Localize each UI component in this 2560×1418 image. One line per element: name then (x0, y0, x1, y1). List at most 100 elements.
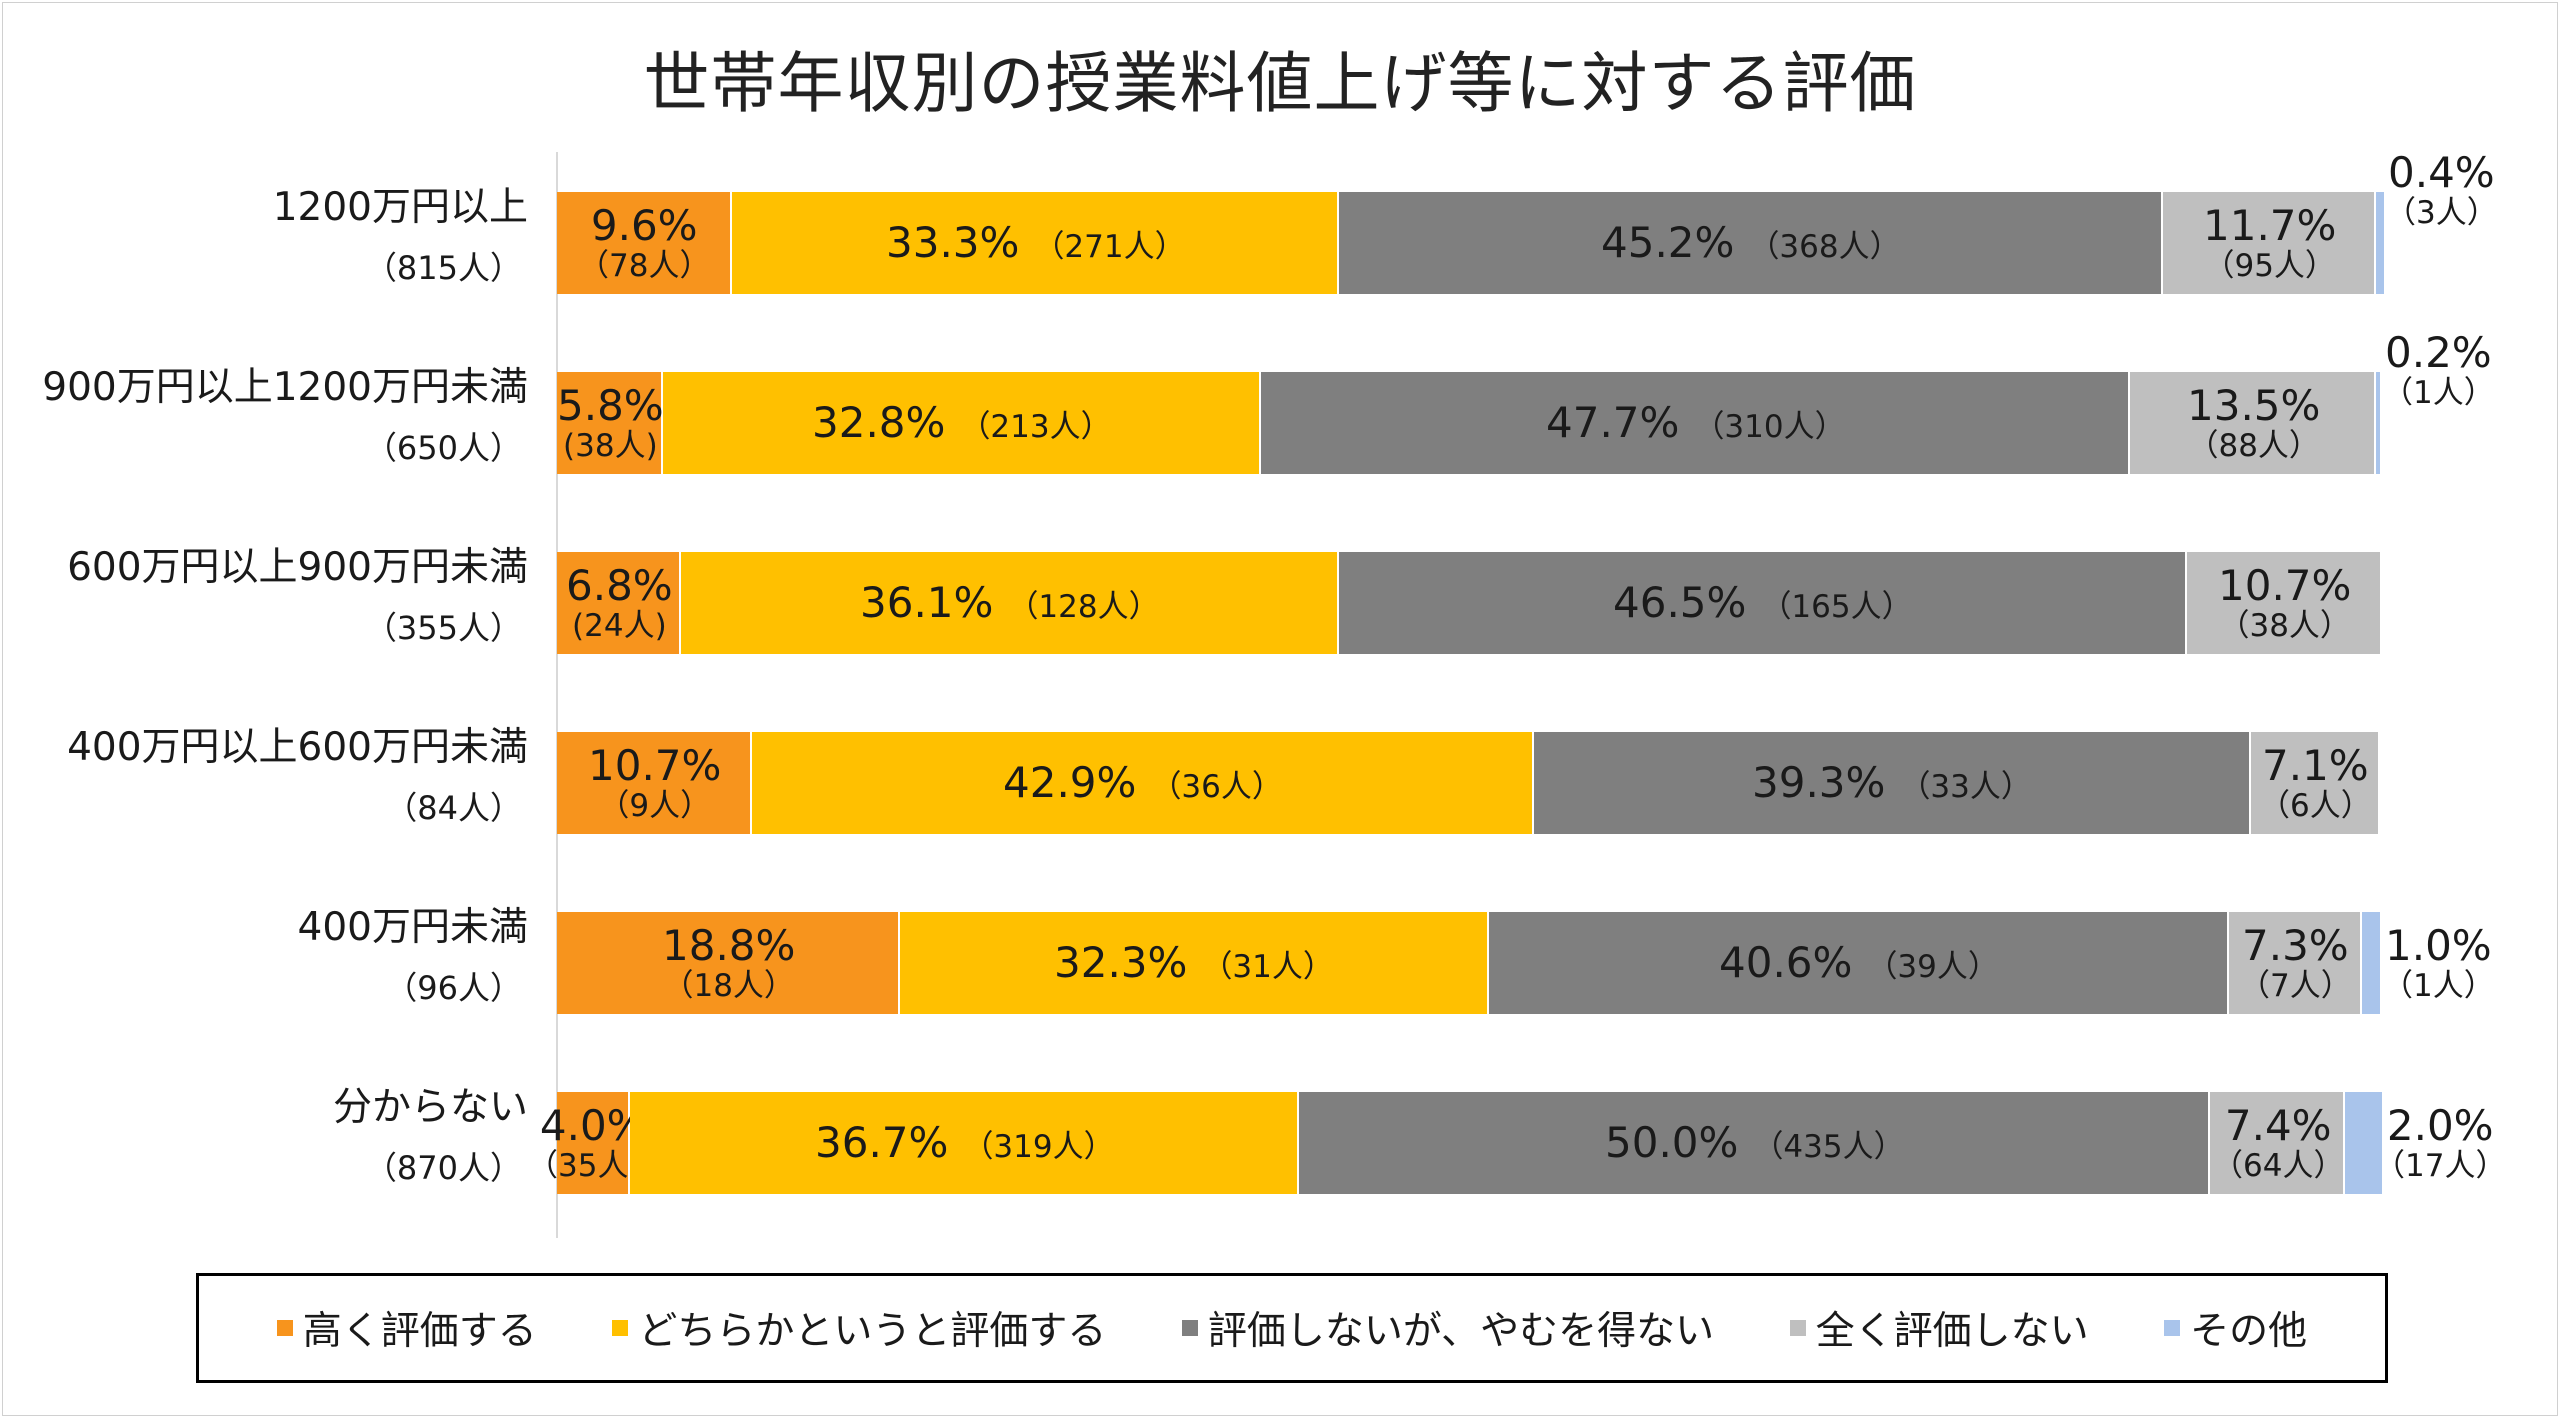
data-label-percent: 7.3% (2242, 921, 2349, 970)
data-label-count: （36人） (1150, 769, 1283, 805)
category-name: 600万円以上900万円未満 (67, 545, 528, 590)
data-label-percent: 50.0% (1605, 1118, 1739, 1167)
data-label-count: （64人） (2212, 1148, 2345, 1184)
data-label-percent: 11.7% (2203, 201, 2337, 250)
bar-segment (1488, 912, 2229, 1014)
category-count: （84人） (385, 789, 522, 827)
data-label: 18.8% （18人） (662, 925, 795, 1002)
data-label-count: （95人） (2203, 248, 2336, 284)
data-label-percent: 10.7% (2218, 561, 2352, 610)
legend-label: 評価しないが、やむを得ない (1207, 1309, 1715, 1354)
category-count: （650人） (364, 429, 522, 467)
data-label-percent: 47.7% (1546, 398, 1680, 447)
bar-segment (2210, 1092, 2346, 1194)
data-label-percent: 6.8% (566, 561, 673, 610)
data-label: 47.7% （310人） (1546, 402, 1846, 444)
data-label-percent: 32.3% (1054, 938, 1188, 987)
data-label: 36.7% （319人） (815, 1122, 1115, 1164)
data-label-count: （1人） (2382, 968, 2495, 1004)
legend-item: 高く評価する (276, 1300, 537, 1356)
bar-segment (629, 1092, 1299, 1194)
data-label-percent: 42.9% (1003, 758, 1137, 807)
data-label-percent: 4.0% (539, 1101, 647, 1150)
legend-label: どちらかというと評価する (638, 1309, 1107, 1354)
category-label: 1200万円以上 （815人） (8, 184, 528, 290)
bar-segment (2228, 912, 2362, 1014)
data-label-count: （319人） (962, 1129, 1115, 1165)
data-label-percent: 18.8% (662, 921, 796, 970)
data-label: 36.1% （128人） (860, 582, 1160, 624)
data-label: 33.3% （271人） (886, 222, 1186, 264)
bar-segment (557, 1092, 630, 1194)
legend-swatch (276, 1320, 293, 1336)
chart-title: 世帯年収別の授業料値上げ等に対する評価 (643, 45, 1917, 122)
data-label-percent: 7.4% (2224, 1101, 2332, 1150)
legend-swatch (2164, 1320, 2181, 1336)
category-label: 400万円未満 （96人） (8, 904, 528, 1010)
data-label: 40.6% （39人） (1719, 942, 1999, 984)
data-label-count: （39人） (1866, 949, 1999, 985)
category-name: 900万円以上1200万円未満 (42, 365, 528, 410)
data-label-count: （38人） (2218, 608, 2351, 644)
data-label: 50.0% （435人） (1605, 1122, 1905, 1164)
legend-item: どちらかというと評価する (612, 1300, 1106, 1356)
data-label-count: （165人） (1760, 589, 1913, 625)
data-label-count: （18人） (662, 968, 795, 1004)
data-label-count: （31人） (1201, 949, 1334, 985)
data-label: 7.4% （64人） (2212, 1105, 2344, 1182)
bar-segment (1298, 1092, 2211, 1194)
data-label-percent: 36.1% (860, 578, 994, 627)
legend-label: その他 (2190, 1309, 2308, 1354)
legend-item: その他 (2164, 1300, 2307, 1356)
data-label: 7.3% （7人） (2239, 925, 2352, 1002)
category-name: 400万円以上600万円未満 (67, 725, 528, 770)
bar-segment (1339, 552, 2187, 654)
data-label: 32.3% （31人） (1054, 942, 1334, 984)
data-label-percent: 39.3% (1752, 758, 1886, 807)
data-label-percent: 46.5% (1613, 578, 1747, 627)
category-count: （870人） (364, 1149, 522, 1187)
data-label-count: (24人) (572, 608, 667, 644)
legend-label: 全く評価しない (1815, 1309, 2089, 1354)
data-label: 10.7% （38人） (2218, 565, 2351, 642)
data-label-count: （6人） (2259, 788, 2372, 824)
data-label-count: （88人） (2187, 428, 2320, 464)
category-label: 分からない （870人） (8, 1084, 528, 1190)
bar-segment (1339, 192, 2164, 294)
data-label-count: （9人） (598, 788, 712, 824)
bar-segment (732, 192, 1340, 294)
category-count: （815人） (364, 249, 522, 287)
bar-segment (557, 192, 732, 294)
data-label: 7.1% （6人） (2259, 745, 2372, 822)
legend-label: 高く評価する (302, 1309, 537, 1354)
bar-segment (2186, 552, 2382, 654)
data-label: 39.3% （33人） (1752, 762, 2032, 804)
category-name: 400万円未満 (297, 905, 528, 950)
legend-item: 評価しないが、やむを得ない (1181, 1300, 1715, 1356)
data-label-percent: 33.3% (886, 218, 1020, 267)
data-label-percent: 32.8% (812, 398, 946, 447)
category-count: （355人） (364, 609, 522, 647)
data-label-count: （78人） (578, 248, 711, 284)
data-label-percent: 45.2% (1601, 218, 1735, 267)
data-label-percent: 13.5% (2187, 381, 2321, 430)
data-label-count: （17人） (2374, 1148, 2507, 1184)
data-label: 32.8% （213人） (812, 402, 1112, 444)
data-label-count: （3人） (2385, 195, 2498, 231)
bar-segment (2361, 912, 2380, 1014)
data-label-percent: 7.1% (2262, 741, 2369, 790)
data-label-count: （368人） (1748, 229, 1901, 265)
data-label-count: （128人） (1007, 589, 1160, 625)
data-label-count: （7人） (2239, 968, 2352, 1004)
data-label-percent: 5.8% (557, 381, 664, 430)
bar-segment (557, 552, 681, 654)
data-label: 2.0% （17人） (2374, 1105, 2506, 1182)
chart-legend: 高く評価する どちらかというと評価する 評価しないが、やむを得ない 全く評価しない その… (196, 1273, 2388, 1383)
category-name: 分からない (332, 1085, 528, 1130)
bar-segment (2163, 192, 2377, 294)
data-label: 45.2% （368人） (1601, 222, 1901, 264)
data-label-count: （1人） (2382, 375, 2495, 411)
data-label-percent: 2.0% (2386, 1101, 2494, 1150)
bar-segment (557, 732, 753, 834)
